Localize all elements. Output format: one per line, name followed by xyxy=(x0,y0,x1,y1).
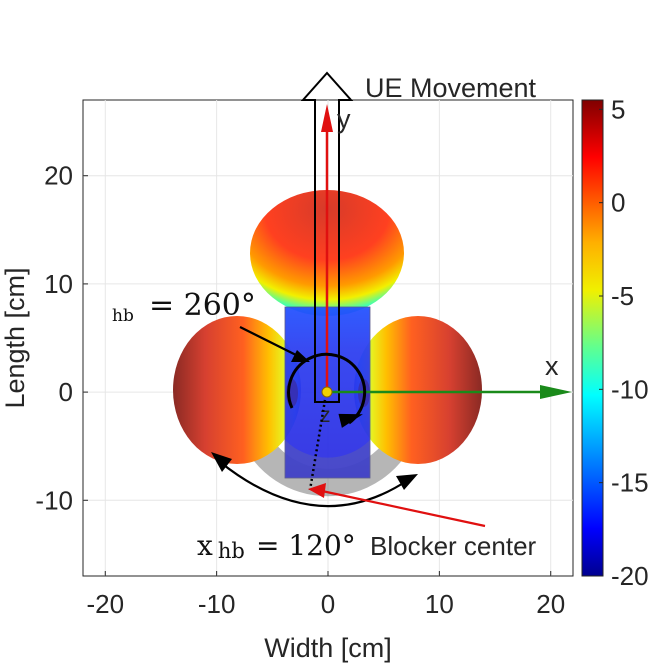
blocker-center-dotted-line xyxy=(308,399,327,491)
y-tick-label: 10 xyxy=(44,269,73,299)
ue-movement-label: UE Movement xyxy=(365,73,537,103)
axis-y-label: y xyxy=(337,104,351,134)
angle-arc-260 xyxy=(287,352,367,428)
colorbar-tick-label: -5 xyxy=(611,281,634,311)
blocker-center-label: Blocker center xyxy=(370,531,537,561)
y-axis-title: Length [cm] xyxy=(0,267,30,408)
angle-label-120: x hb = 120° xyxy=(197,529,356,563)
label-arrow-260 xyxy=(239,326,301,358)
y-tick-label: 20 xyxy=(44,161,73,191)
origin-marker xyxy=(321,386,333,398)
angle-label-120-value: = 120° xyxy=(256,529,356,562)
blocker-center-arrow xyxy=(321,489,486,528)
x-tick-label: -10 xyxy=(198,589,236,619)
ue-movement-arrow xyxy=(300,71,354,403)
y-tick-label: -10 xyxy=(35,485,73,515)
angle-label-260-sub: hb xyxy=(112,306,134,326)
y-tick-label: 0 xyxy=(59,377,73,407)
x-tick-label: 10 xyxy=(425,589,454,619)
x-tick-label: 0 xyxy=(321,589,335,619)
axis-z-label: z xyxy=(320,404,331,427)
angle-label-260-value: = 260° xyxy=(149,288,256,323)
colorbar-tick-label: 0 xyxy=(611,188,625,218)
colorbar xyxy=(581,99,604,577)
colorbar-tick-label: -10 xyxy=(611,374,649,404)
angle-label-120-sub: hb xyxy=(218,539,245,563)
y-tick-labels: -10 0 10 20 xyxy=(35,161,73,516)
colorbar-tick-label: -20 xyxy=(611,561,649,591)
axis-x-label: x xyxy=(545,351,559,381)
x-tick-labels: -20 -10 0 10 20 xyxy=(86,589,565,619)
lobe-right xyxy=(354,316,482,464)
x-tick-label: -20 xyxy=(86,589,124,619)
x-axis-title: Width [cm] xyxy=(264,633,392,663)
angle-label-260: hb = 260° xyxy=(112,288,256,326)
angle-arc-120 xyxy=(211,452,418,508)
x-tick-label: 20 xyxy=(536,589,565,619)
colorbar-tick-label: -15 xyxy=(611,468,649,498)
axis-y-arrow xyxy=(321,104,333,392)
colorbar-tick-labels: 5 0 -5 -10 -15 -20 xyxy=(599,94,649,591)
angle-label-120-main: x xyxy=(197,529,213,562)
lobe-left xyxy=(173,316,301,464)
colorbar-tick-label: 5 xyxy=(611,94,625,124)
